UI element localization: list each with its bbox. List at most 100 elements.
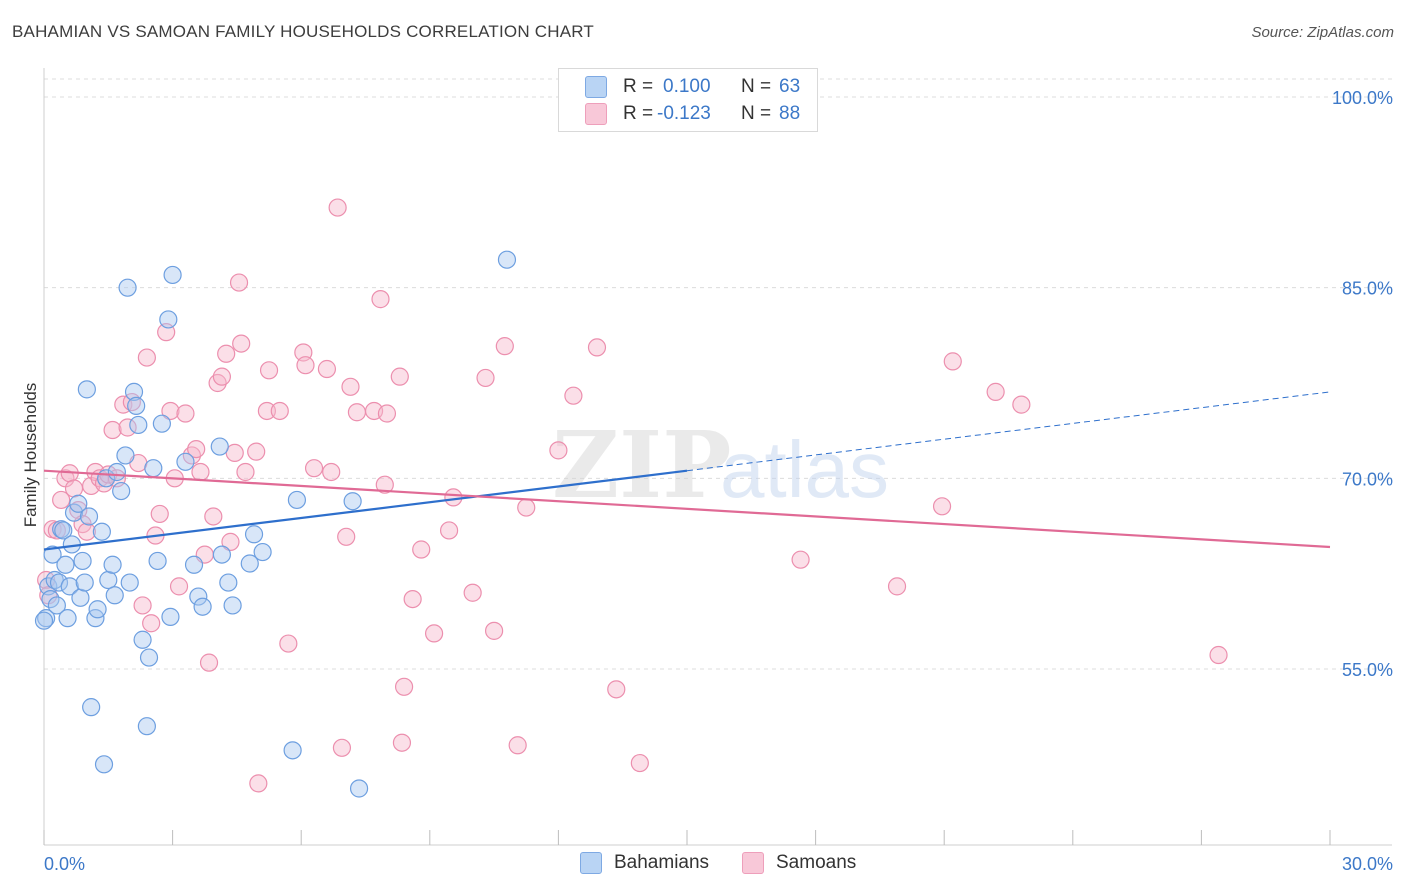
samoans-point bbox=[371, 290, 390, 309]
x-tick-label: 0.0% bbox=[44, 854, 85, 874]
samoans-point bbox=[137, 348, 156, 367]
y-tick-label: 70.0% bbox=[1342, 469, 1393, 489]
samoans-point bbox=[229, 273, 249, 292]
chart-title: BAHAMIAN VS SAMOAN FAMILY HOUSEHOLDS COR… bbox=[12, 22, 594, 41]
samoans-point bbox=[392, 733, 412, 752]
bahamians-point bbox=[127, 396, 146, 415]
bahamians-point bbox=[64, 503, 84, 522]
samoans-point bbox=[332, 738, 352, 757]
bottom-legend-bahamians: Bahamians bbox=[580, 852, 709, 874]
samoans-point bbox=[932, 497, 952, 516]
bahamians-point bbox=[118, 278, 137, 297]
samoans-point bbox=[549, 441, 568, 460]
bahamians-point bbox=[34, 611, 54, 630]
bahamians-point bbox=[124, 382, 144, 401]
samoans-point bbox=[412, 540, 431, 559]
samoans-point bbox=[564, 386, 583, 405]
legend-n-value: 88 bbox=[779, 103, 801, 124]
bahamians-point bbox=[79, 507, 99, 526]
bahamians-point bbox=[133, 630, 152, 649]
bahamians-point bbox=[152, 414, 171, 433]
samoans-point bbox=[347, 403, 367, 422]
samoans-point bbox=[270, 401, 289, 421]
samoans-point bbox=[517, 498, 536, 517]
watermark-zip: ZIP bbox=[552, 411, 731, 519]
samoans-point bbox=[986, 382, 1005, 401]
bahamians-point bbox=[244, 525, 264, 544]
legend-n-label: N = bbox=[741, 76, 772, 97]
watermark-atlas: atlas bbox=[720, 425, 889, 514]
samoans-point bbox=[630, 753, 649, 773]
samoans-point bbox=[191, 462, 210, 482]
bahamians-point bbox=[210, 437, 229, 456]
legend-r-value: -0.123 bbox=[657, 103, 711, 124]
bahamians-point bbox=[71, 588, 90, 607]
samoans-point bbox=[1209, 645, 1228, 665]
samoans-point bbox=[508, 736, 527, 755]
legend-r-label: R = bbox=[623, 76, 654, 97]
samoans-point bbox=[495, 337, 514, 356]
y-axis-label: Family Households bbox=[21, 383, 40, 528]
bahamians-point bbox=[219, 573, 238, 592]
bahamians-trend-extension bbox=[686, 391, 1331, 472]
bahamians-point bbox=[129, 415, 148, 435]
samoans-point bbox=[341, 377, 360, 396]
samoans-point bbox=[337, 527, 356, 546]
samoans-point bbox=[212, 367, 231, 386]
bahamians-point bbox=[82, 698, 101, 717]
bahamians-point bbox=[105, 586, 124, 605]
y-tick-label: 55.0% bbox=[1342, 660, 1393, 680]
legend-r-value: 0.100 bbox=[663, 76, 711, 97]
samoans-point bbox=[52, 490, 71, 510]
samoans-point bbox=[304, 459, 324, 478]
samoans-point bbox=[607, 680, 626, 699]
samoans-point bbox=[64, 479, 84, 498]
bahamians-point bbox=[86, 609, 105, 628]
samoans-point bbox=[485, 621, 504, 640]
samoans-point bbox=[161, 401, 180, 421]
bahamians-point bbox=[287, 490, 307, 510]
bahamians-point bbox=[58, 609, 77, 628]
bahamians-point bbox=[497, 250, 517, 269]
bottom-legend-swatch-pink bbox=[742, 852, 764, 874]
samoans-point bbox=[247, 442, 266, 461]
samoans-point bbox=[887, 577, 907, 596]
samoans-point bbox=[249, 774, 268, 793]
bahamians-point bbox=[75, 573, 94, 592]
samoans-point bbox=[377, 404, 397, 423]
bahamians-point bbox=[88, 600, 107, 619]
bahamians-point bbox=[240, 554, 259, 573]
legend: R = 0.100 N = 63 R = -0.123 N = 88 bbox=[558, 68, 818, 132]
samoans-point bbox=[587, 338, 607, 357]
samoans-point bbox=[232, 334, 251, 353]
bahamians-point bbox=[159, 310, 178, 329]
bahamians-point bbox=[349, 779, 369, 798]
samoans-point bbox=[103, 420, 122, 440]
legend-swatch-pink bbox=[585, 103, 607, 125]
samoans-point bbox=[424, 624, 444, 643]
bahamians-points bbox=[34, 250, 517, 798]
bottom-legend-samoans: Samoans bbox=[742, 852, 856, 874]
bahamians-point bbox=[189, 587, 208, 606]
samoans-point bbox=[444, 488, 463, 507]
bahamians-point bbox=[184, 555, 204, 574]
samoans-point bbox=[279, 634, 298, 653]
bahamians-trend-line bbox=[43, 469, 688, 551]
bahamians-point bbox=[99, 570, 118, 590]
tick-labels: 55.0% 70.0% 85.0% 100.0% 0.0% 30.0% bbox=[44, 88, 1393, 874]
samoans-point bbox=[296, 356, 315, 375]
bahamians-point bbox=[148, 551, 167, 571]
samoans-point bbox=[403, 589, 422, 609]
bahamians-point bbox=[223, 596, 242, 615]
bahamians-point bbox=[163, 265, 182, 285]
bottom-legend-label: Bahamians bbox=[614, 852, 710, 873]
y-tick-label: 100.0% bbox=[1332, 88, 1393, 108]
samoans-point bbox=[476, 368, 495, 388]
bottom-legend-label: Samoans bbox=[776, 852, 857, 873]
bahamians-point bbox=[107, 462, 126, 482]
samoans-point bbox=[791, 550, 810, 569]
legend-n-label: N = bbox=[741, 103, 772, 124]
bahamians-point bbox=[60, 577, 79, 596]
gridlines bbox=[44, 78, 1392, 670]
